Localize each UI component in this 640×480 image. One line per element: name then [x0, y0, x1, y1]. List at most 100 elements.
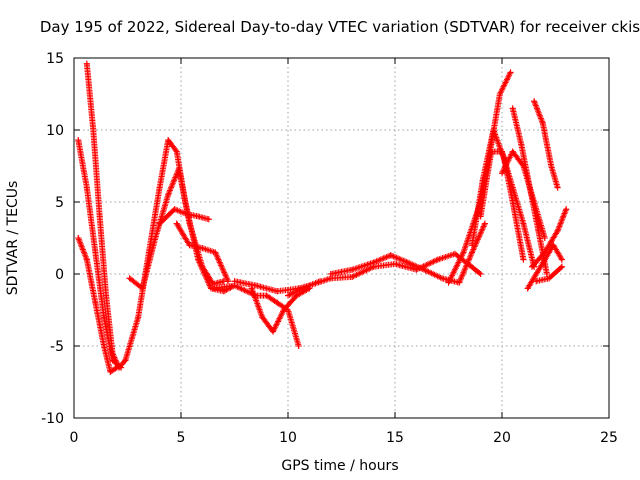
data-point — [477, 213, 484, 220]
data-point — [205, 216, 212, 223]
data-point — [548, 163, 555, 169]
series-markers — [126, 165, 227, 292]
data-point — [152, 235, 159, 241]
x-tick-label: 15 — [386, 430, 404, 446]
data-point — [199, 245, 206, 252]
x-tick-label: 0 — [70, 430, 79, 446]
data-point — [156, 184, 163, 191]
data-point — [75, 235, 82, 241]
data-point — [451, 250, 458, 257]
data-point — [295, 343, 302, 349]
series-arc-3 — [75, 235, 120, 375]
y-tick-label: 10 — [46, 123, 64, 139]
data-point — [392, 260, 398, 267]
data-point — [186, 242, 193, 249]
data-point — [434, 256, 441, 263]
data-point — [173, 148, 180, 155]
data-point — [156, 220, 163, 227]
data-point — [92, 299, 99, 306]
data-point — [520, 220, 527, 227]
data-point — [469, 249, 476, 256]
data-point — [507, 69, 514, 76]
x-tick-label: 10 — [279, 430, 297, 446]
data-point — [563, 206, 570, 213]
data-point — [526, 184, 533, 191]
data-point — [524, 285, 531, 292]
data-point — [531, 98, 538, 105]
data-point — [122, 357, 129, 364]
plot-frame — [73, 57, 610, 419]
chart-title: Day 195 of 2022, Sidereal Day-to-day VTE… — [40, 18, 640, 36]
data-point — [75, 137, 82, 144]
y-tick-label: 5 — [55, 195, 64, 211]
data-point — [349, 266, 356, 273]
data-point — [481, 220, 488, 227]
data-point — [175, 165, 182, 172]
data-point — [199, 263, 206, 270]
data-point — [424, 268, 431, 275]
data-point — [165, 137, 172, 144]
data-point — [274, 299, 281, 306]
data-point — [439, 275, 446, 282]
data-point — [259, 314, 266, 321]
data-point — [90, 127, 97, 133]
data-point — [509, 148, 516, 155]
series-markers — [173, 220, 232, 285]
data-point — [543, 271, 550, 277]
data-point — [165, 191, 172, 198]
data-point — [103, 292, 110, 299]
data-point — [83, 60, 90, 67]
y-axis-label: SDTVAR / TECUs — [5, 181, 21, 296]
y-tick-label: 0 — [55, 267, 64, 283]
data-point — [274, 288, 281, 295]
data-point — [306, 282, 313, 289]
data-point — [135, 314, 142, 321]
data-point — [370, 259, 377, 266]
data-point — [404, 259, 411, 266]
data-series — [75, 60, 570, 375]
series-arc-7 — [173, 220, 232, 285]
y-tick-label: -10 — [41, 411, 64, 427]
data-point — [349, 273, 356, 280]
y-tick-label: 15 — [46, 51, 64, 67]
data-point — [460, 249, 467, 256]
data-point — [477, 271, 484, 277]
data-point — [225, 278, 232, 285]
data-point — [92, 249, 99, 256]
data-point — [186, 220, 193, 227]
data-point — [456, 279, 463, 286]
data-point — [83, 256, 90, 263]
data-point — [490, 127, 497, 133]
series-arc-1 — [83, 60, 129, 371]
data-point — [509, 184, 516, 191]
data-point — [139, 285, 146, 292]
data-point — [554, 227, 561, 234]
data-point — [499, 170, 505, 177]
data-point — [100, 314, 107, 321]
series-arc-5 — [126, 165, 227, 292]
data-point — [445, 279, 452, 286]
data-point — [488, 148, 495, 155]
data-point — [541, 256, 548, 263]
data-point — [96, 213, 103, 220]
data-point — [270, 328, 277, 335]
data-point — [558, 256, 565, 263]
y-tick-label: -5 — [50, 339, 64, 355]
axis-ticks: 0 5 10 15 20 25 -10 -5 0 5 10 15 — [41, 51, 618, 446]
data-point — [173, 220, 180, 227]
data-point — [533, 271, 540, 277]
data-point — [541, 249, 548, 256]
series-markers — [531, 98, 561, 191]
series-arc-11 — [285, 250, 484, 299]
data-point — [496, 91, 503, 97]
data-point — [469, 242, 476, 249]
data-point — [83, 184, 90, 191]
series-arc-18 — [531, 98, 561, 191]
series-arc-20 — [528, 206, 570, 270]
data-point — [558, 263, 565, 270]
data-point — [520, 256, 527, 263]
data-point — [109, 357, 116, 364]
data-point — [528, 263, 535, 270]
data-point — [171, 206, 178, 213]
